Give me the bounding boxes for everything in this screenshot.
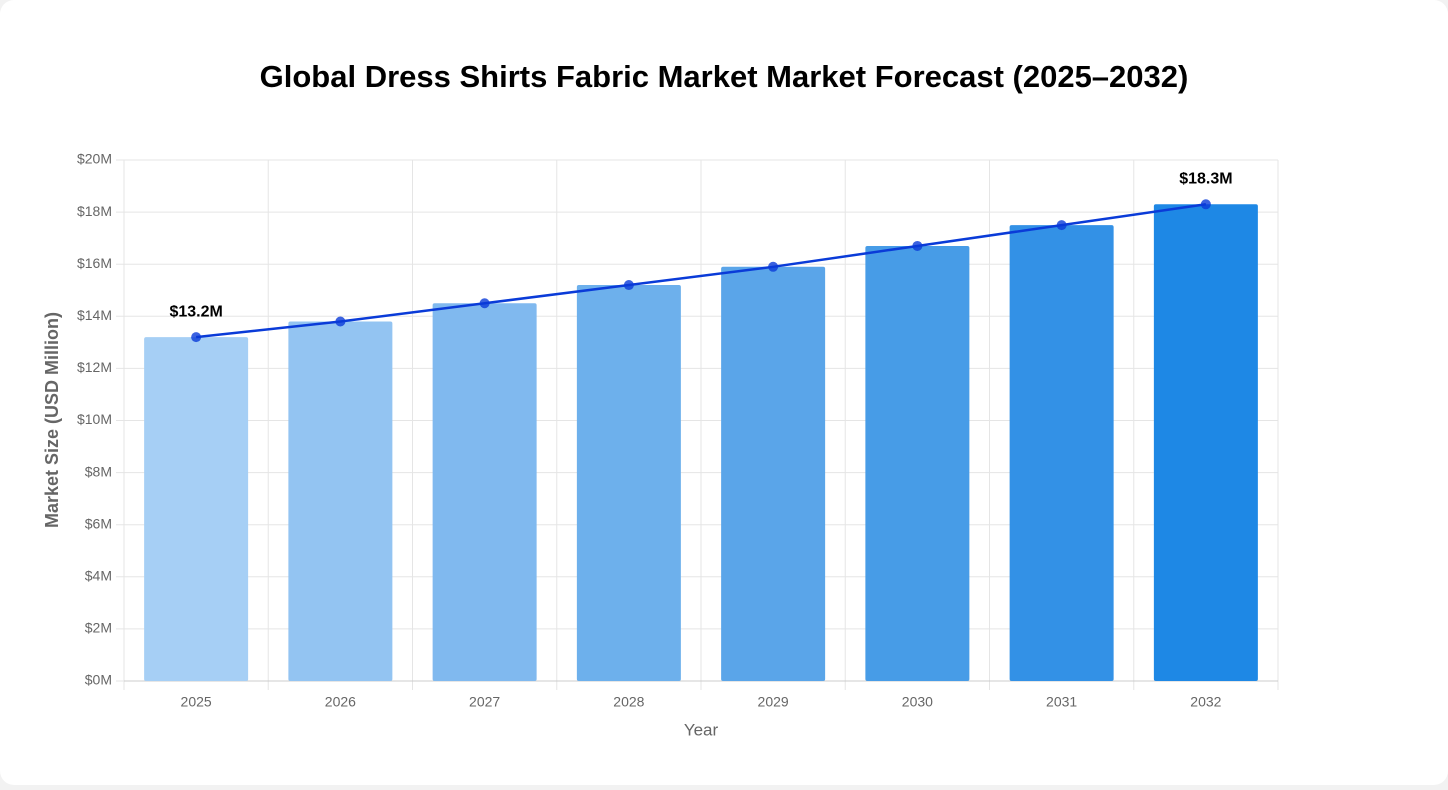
data-label: $18.3M: [1179, 171, 1232, 188]
y-tick-label: $14M: [77, 307, 112, 323]
y-tick-label: $20M: [77, 151, 112, 167]
point: [1056, 220, 1067, 231]
x-tick-label: 2025: [181, 694, 212, 710]
x-tick-label: 2029: [758, 694, 789, 710]
point: [912, 240, 923, 251]
data-label: $13.2M: [169, 303, 222, 320]
x-tick-label: 2030: [902, 694, 933, 710]
point: [768, 261, 779, 272]
y-tick-label: $4M: [85, 568, 112, 584]
point: [1200, 199, 1211, 210]
x-axis-title: Year: [684, 720, 719, 739]
y-tick-label: $10M: [77, 411, 112, 427]
y-tick-label: $2M: [85, 620, 112, 636]
bar: [432, 303, 537, 681]
x-tick-label: 2028: [613, 694, 644, 710]
bar: [576, 285, 681, 681]
bar: [288, 321, 393, 681]
trend-line: [195, 203, 1207, 339]
point: [623, 280, 634, 291]
y-tick-label: $0M: [85, 672, 112, 688]
point: [335, 316, 346, 327]
y-tick-label: $12M: [77, 359, 112, 375]
bar: [1153, 204, 1258, 681]
y-axis-title: Market Size (USD Million): [42, 312, 62, 528]
x-tick-label: 2032: [1190, 694, 1221, 710]
bar: [1009, 225, 1114, 681]
x-tick-label: 2031: [1046, 694, 1077, 710]
chart-title: Global Dress Shirts Fabric Market Market…: [260, 59, 1189, 94]
y-tick-label: $8M: [85, 463, 112, 479]
y-tick-label: $16M: [77, 255, 112, 271]
y-tick-label: $18M: [77, 203, 112, 219]
bar: [721, 266, 826, 681]
bar: [865, 245, 970, 681]
x-tick-label: 2027: [469, 694, 500, 710]
y-tick-label: $6M: [85, 515, 112, 531]
point: [191, 332, 202, 343]
point: [479, 298, 490, 309]
bar: [144, 337, 249, 681]
x-tick-label: 2026: [325, 694, 356, 710]
